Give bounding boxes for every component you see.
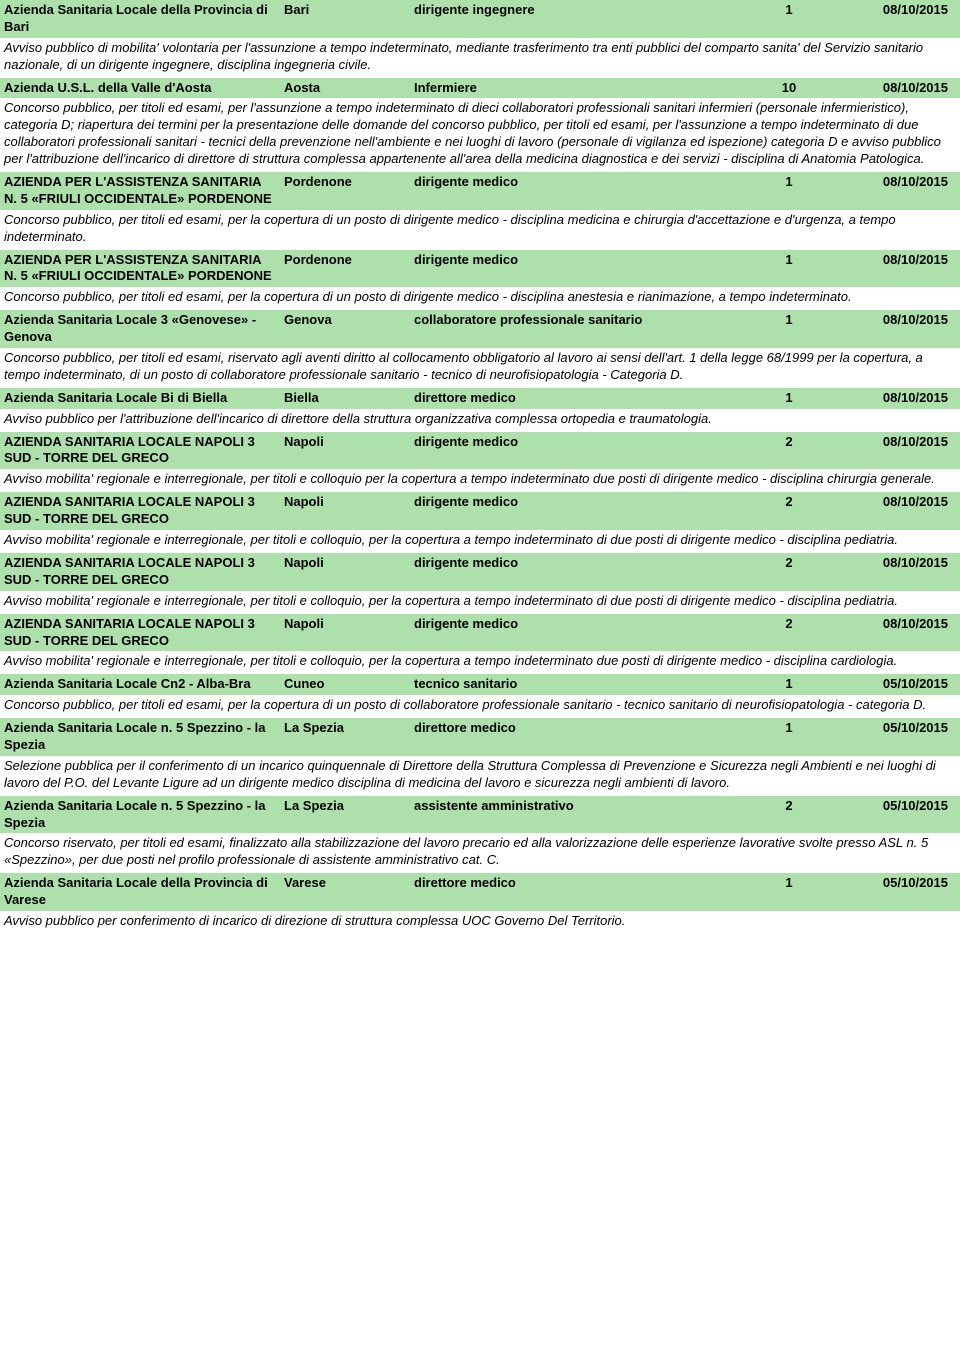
- luogo-cell: Biella: [284, 390, 414, 407]
- ente-cell: Azienda Sanitaria Locale n. 5 Spezzino -…: [4, 720, 284, 754]
- ente-cell: Azienda U.S.L. della Valle d'Aosta: [4, 80, 284, 97]
- num-cell: 1: [744, 312, 834, 329]
- num-cell: 2: [744, 555, 834, 572]
- profilo-cell: dirigente medico: [414, 434, 744, 451]
- table-row-desc: Concorso pubblico, per titoli ed esami, …: [0, 210, 960, 250]
- num-cell: 1: [744, 2, 834, 19]
- table-row-desc: Concorso pubblico, per titoli ed esami, …: [0, 348, 960, 388]
- table-row-header: Azienda Sanitaria Locale Bi di BiellaBie…: [0, 388, 960, 409]
- profilo-cell: dirigente ingegnere: [414, 2, 744, 19]
- table-row-header: AZIENDA SANITARIA LOCALE NAPOLI 3 SUD - …: [0, 614, 960, 652]
- table-row-desc: Avviso pubblico per conferimento di inca…: [0, 911, 960, 934]
- table-row-header: Azienda U.S.L. della Valle d'AostaAostaI…: [0, 78, 960, 99]
- profilo-cell: assistente amministrativo: [414, 798, 744, 815]
- luogo-cell: La Spezia: [284, 720, 414, 737]
- data-cell: 08/10/2015: [834, 390, 954, 407]
- table-row-header: Azienda Sanitaria Locale n. 5 Spezzino -…: [0, 718, 960, 756]
- table-row-desc: Avviso pubblico per l'attribuzione dell'…: [0, 409, 960, 432]
- luogo-cell: Napoli: [284, 616, 414, 633]
- table-row-desc: Avviso mobilita' regionale e interregion…: [0, 530, 960, 553]
- table-row-header: AZIENDA PER L'ASSISTENZA SANITARIA N. 5 …: [0, 172, 960, 210]
- profilo-cell: dirigente medico: [414, 252, 744, 269]
- profilo-cell: Infermiere: [414, 80, 744, 97]
- data-cell: 08/10/2015: [834, 80, 954, 97]
- num-cell: 1: [744, 390, 834, 407]
- num-cell: 1: [744, 875, 834, 892]
- ente-cell: Azienda Sanitaria Locale 3 «Genovese» - …: [4, 312, 284, 346]
- profilo-cell: tecnico sanitario: [414, 676, 744, 693]
- profilo-cell: dirigente medico: [414, 616, 744, 633]
- ente-cell: AZIENDA SANITARIA LOCALE NAPOLI 3 SUD - …: [4, 494, 284, 528]
- table-row-desc: Avviso mobilita' regionale e interregion…: [0, 591, 960, 614]
- data-cell: 08/10/2015: [834, 555, 954, 572]
- num-cell: 2: [744, 434, 834, 451]
- ente-cell: AZIENDA SANITARIA LOCALE NAPOLI 3 SUD - …: [4, 616, 284, 650]
- table-row-desc: Avviso mobilita' regionale e interregion…: [0, 651, 960, 674]
- concorsi-table: Azienda Sanitaria Locale della Provincia…: [0, 0, 960, 934]
- luogo-cell: Pordenone: [284, 252, 414, 269]
- data-cell: 08/10/2015: [834, 2, 954, 19]
- table-row-header: AZIENDA SANITARIA LOCALE NAPOLI 3 SUD - …: [0, 553, 960, 591]
- data-cell: 08/10/2015: [834, 494, 954, 511]
- table-row-desc: Concorso pubblico, per titoli ed esami, …: [0, 98, 960, 172]
- ente-cell: Azienda Sanitaria Locale Cn2 - Alba-Bra: [4, 676, 284, 693]
- ente-cell: AZIENDA SANITARIA LOCALE NAPOLI 3 SUD - …: [4, 555, 284, 589]
- ente-cell: Azienda Sanitaria Locale della Provincia…: [4, 2, 284, 36]
- table-row-desc: Selezione pubblica per il conferimento d…: [0, 756, 960, 796]
- luogo-cell: Napoli: [284, 555, 414, 572]
- luogo-cell: La Spezia: [284, 798, 414, 815]
- num-cell: 2: [744, 798, 834, 815]
- data-cell: 08/10/2015: [834, 434, 954, 451]
- luogo-cell: Napoli: [284, 494, 414, 511]
- table-row-header: AZIENDA SANITARIA LOCALE NAPOLI 3 SUD - …: [0, 432, 960, 470]
- profilo-cell: direttore medico: [414, 390, 744, 407]
- ente-cell: Azienda Sanitaria Locale della Provincia…: [4, 875, 284, 909]
- data-cell: 08/10/2015: [834, 312, 954, 329]
- ente-cell: AZIENDA PER L'ASSISTENZA SANITARIA N. 5 …: [4, 252, 284, 286]
- num-cell: 1: [744, 174, 834, 191]
- profilo-cell: dirigente medico: [414, 555, 744, 572]
- profilo-cell: collaboratore professionale sanitario: [414, 312, 744, 329]
- data-cell: 08/10/2015: [834, 616, 954, 633]
- table-row-desc: Avviso mobilita' regionale e interregion…: [0, 469, 960, 492]
- luogo-cell: Varese: [284, 875, 414, 892]
- profilo-cell: dirigente medico: [414, 174, 744, 191]
- ente-cell: AZIENDA SANITARIA LOCALE NAPOLI 3 SUD - …: [4, 434, 284, 468]
- table-row-desc: Concorso riservato, per titoli ed esami,…: [0, 833, 960, 873]
- luogo-cell: Cuneo: [284, 676, 414, 693]
- table-row-header: AZIENDA SANITARIA LOCALE NAPOLI 3 SUD - …: [0, 492, 960, 530]
- num-cell: 1: [744, 676, 834, 693]
- table-row-desc: Concorso pubblico, per titoli ed esami, …: [0, 695, 960, 718]
- table-row-header: Azienda Sanitaria Locale n. 5 Spezzino -…: [0, 796, 960, 834]
- data-cell: 05/10/2015: [834, 720, 954, 737]
- ente-cell: AZIENDA PER L'ASSISTENZA SANITARIA N. 5 …: [4, 174, 284, 208]
- data-cell: 05/10/2015: [834, 875, 954, 892]
- ente-cell: Azienda Sanitaria Locale n. 5 Spezzino -…: [4, 798, 284, 832]
- luogo-cell: Genova: [284, 312, 414, 329]
- table-row-desc: Concorso pubblico, per titoli ed esami, …: [0, 287, 960, 310]
- table-row-header: Azienda Sanitaria Locale 3 «Genovese» - …: [0, 310, 960, 348]
- luogo-cell: Napoli: [284, 434, 414, 451]
- data-cell: 08/10/2015: [834, 174, 954, 191]
- table-row-header: AZIENDA PER L'ASSISTENZA SANITARIA N. 5 …: [0, 250, 960, 288]
- luogo-cell: Bari: [284, 2, 414, 19]
- num-cell: 2: [744, 616, 834, 633]
- profilo-cell: direttore medico: [414, 720, 744, 737]
- profilo-cell: direttore medico: [414, 875, 744, 892]
- table-row-header: Azienda Sanitaria Locale della Provincia…: [0, 873, 960, 911]
- data-cell: 05/10/2015: [834, 676, 954, 693]
- num-cell: 1: [744, 720, 834, 737]
- num-cell: 1: [744, 252, 834, 269]
- data-cell: 05/10/2015: [834, 798, 954, 815]
- table-row-desc: Avviso pubblico di mobilita' volontaria …: [0, 38, 960, 78]
- table-row-header: Azienda Sanitaria Locale Cn2 - Alba-BraC…: [0, 674, 960, 695]
- num-cell: 2: [744, 494, 834, 511]
- ente-cell: Azienda Sanitaria Locale Bi di Biella: [4, 390, 284, 407]
- profilo-cell: dirigente medico: [414, 494, 744, 511]
- num-cell: 10: [744, 80, 834, 97]
- table-row-header: Azienda Sanitaria Locale della Provincia…: [0, 0, 960, 38]
- luogo-cell: Pordenone: [284, 174, 414, 191]
- luogo-cell: Aosta: [284, 80, 414, 97]
- data-cell: 08/10/2015: [834, 252, 954, 269]
